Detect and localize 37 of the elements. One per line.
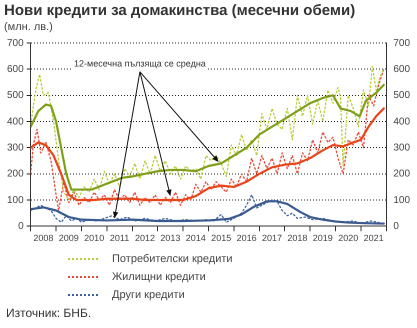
x-tick-label: 2019 bbox=[312, 233, 333, 244]
chart-title: Нови кредити за домакинства (месечни обеми) bbox=[4, 2, 356, 19]
y2-tick-label: 300 bbox=[393, 142, 410, 154]
y-tick-label: 0 bbox=[18, 220, 24, 232]
x-tick-label: 2018 bbox=[287, 233, 308, 244]
y2-tick-label: 400 bbox=[393, 116, 410, 128]
y2-tick-label: 700 bbox=[393, 38, 410, 49]
x-tick-label: 2020 bbox=[338, 233, 358, 244]
y2-tick-label: 600 bbox=[393, 64, 410, 75]
annotation: 12-месечна пълзяща се средна bbox=[74, 58, 206, 69]
legend-label: Жилищни кредити bbox=[112, 271, 206, 283]
text: Източник: БНБ. bbox=[6, 306, 92, 320]
y2-tick-label: 200 bbox=[393, 168, 410, 180]
chart-subtitle: (млн. лв.) bbox=[4, 21, 53, 33]
x-tick-label: 2017 bbox=[262, 233, 282, 244]
legend-label: Други кредити bbox=[112, 289, 185, 301]
x-tick-label: 2009 bbox=[58, 233, 79, 244]
x-tick-label: 2021 bbox=[364, 233, 384, 244]
x-tick-label: 2011 bbox=[110, 233, 130, 244]
y-tick-label: 400 bbox=[6, 116, 24, 128]
legend-label: Потребителски кредити bbox=[112, 253, 233, 265]
y-tick-label: 100 bbox=[6, 194, 24, 206]
y-tick-label: 200 bbox=[6, 168, 24, 180]
x-tick-label: 2008 bbox=[33, 233, 54, 244]
x-tick-label: 2013 bbox=[160, 233, 180, 244]
x-tick-label: 2014 bbox=[186, 233, 206, 244]
y-tick-label: 700 bbox=[6, 38, 24, 49]
y-tick-label: 600 bbox=[6, 64, 24, 75]
y2-tick-label: 100 bbox=[393, 194, 410, 206]
y-tick-label: 500 bbox=[6, 90, 24, 102]
y2-tick-label: 500 bbox=[393, 90, 410, 102]
x-tick-label: 2016 bbox=[236, 233, 257, 244]
x-tick-label: 2015 bbox=[211, 233, 232, 244]
x-tick-label: 2012 bbox=[134, 233, 156, 244]
y2-tick-label: 0 bbox=[393, 220, 400, 232]
x-tick-label: 2010 bbox=[84, 233, 104, 244]
y-tick-label: 300 bbox=[6, 142, 24, 154]
